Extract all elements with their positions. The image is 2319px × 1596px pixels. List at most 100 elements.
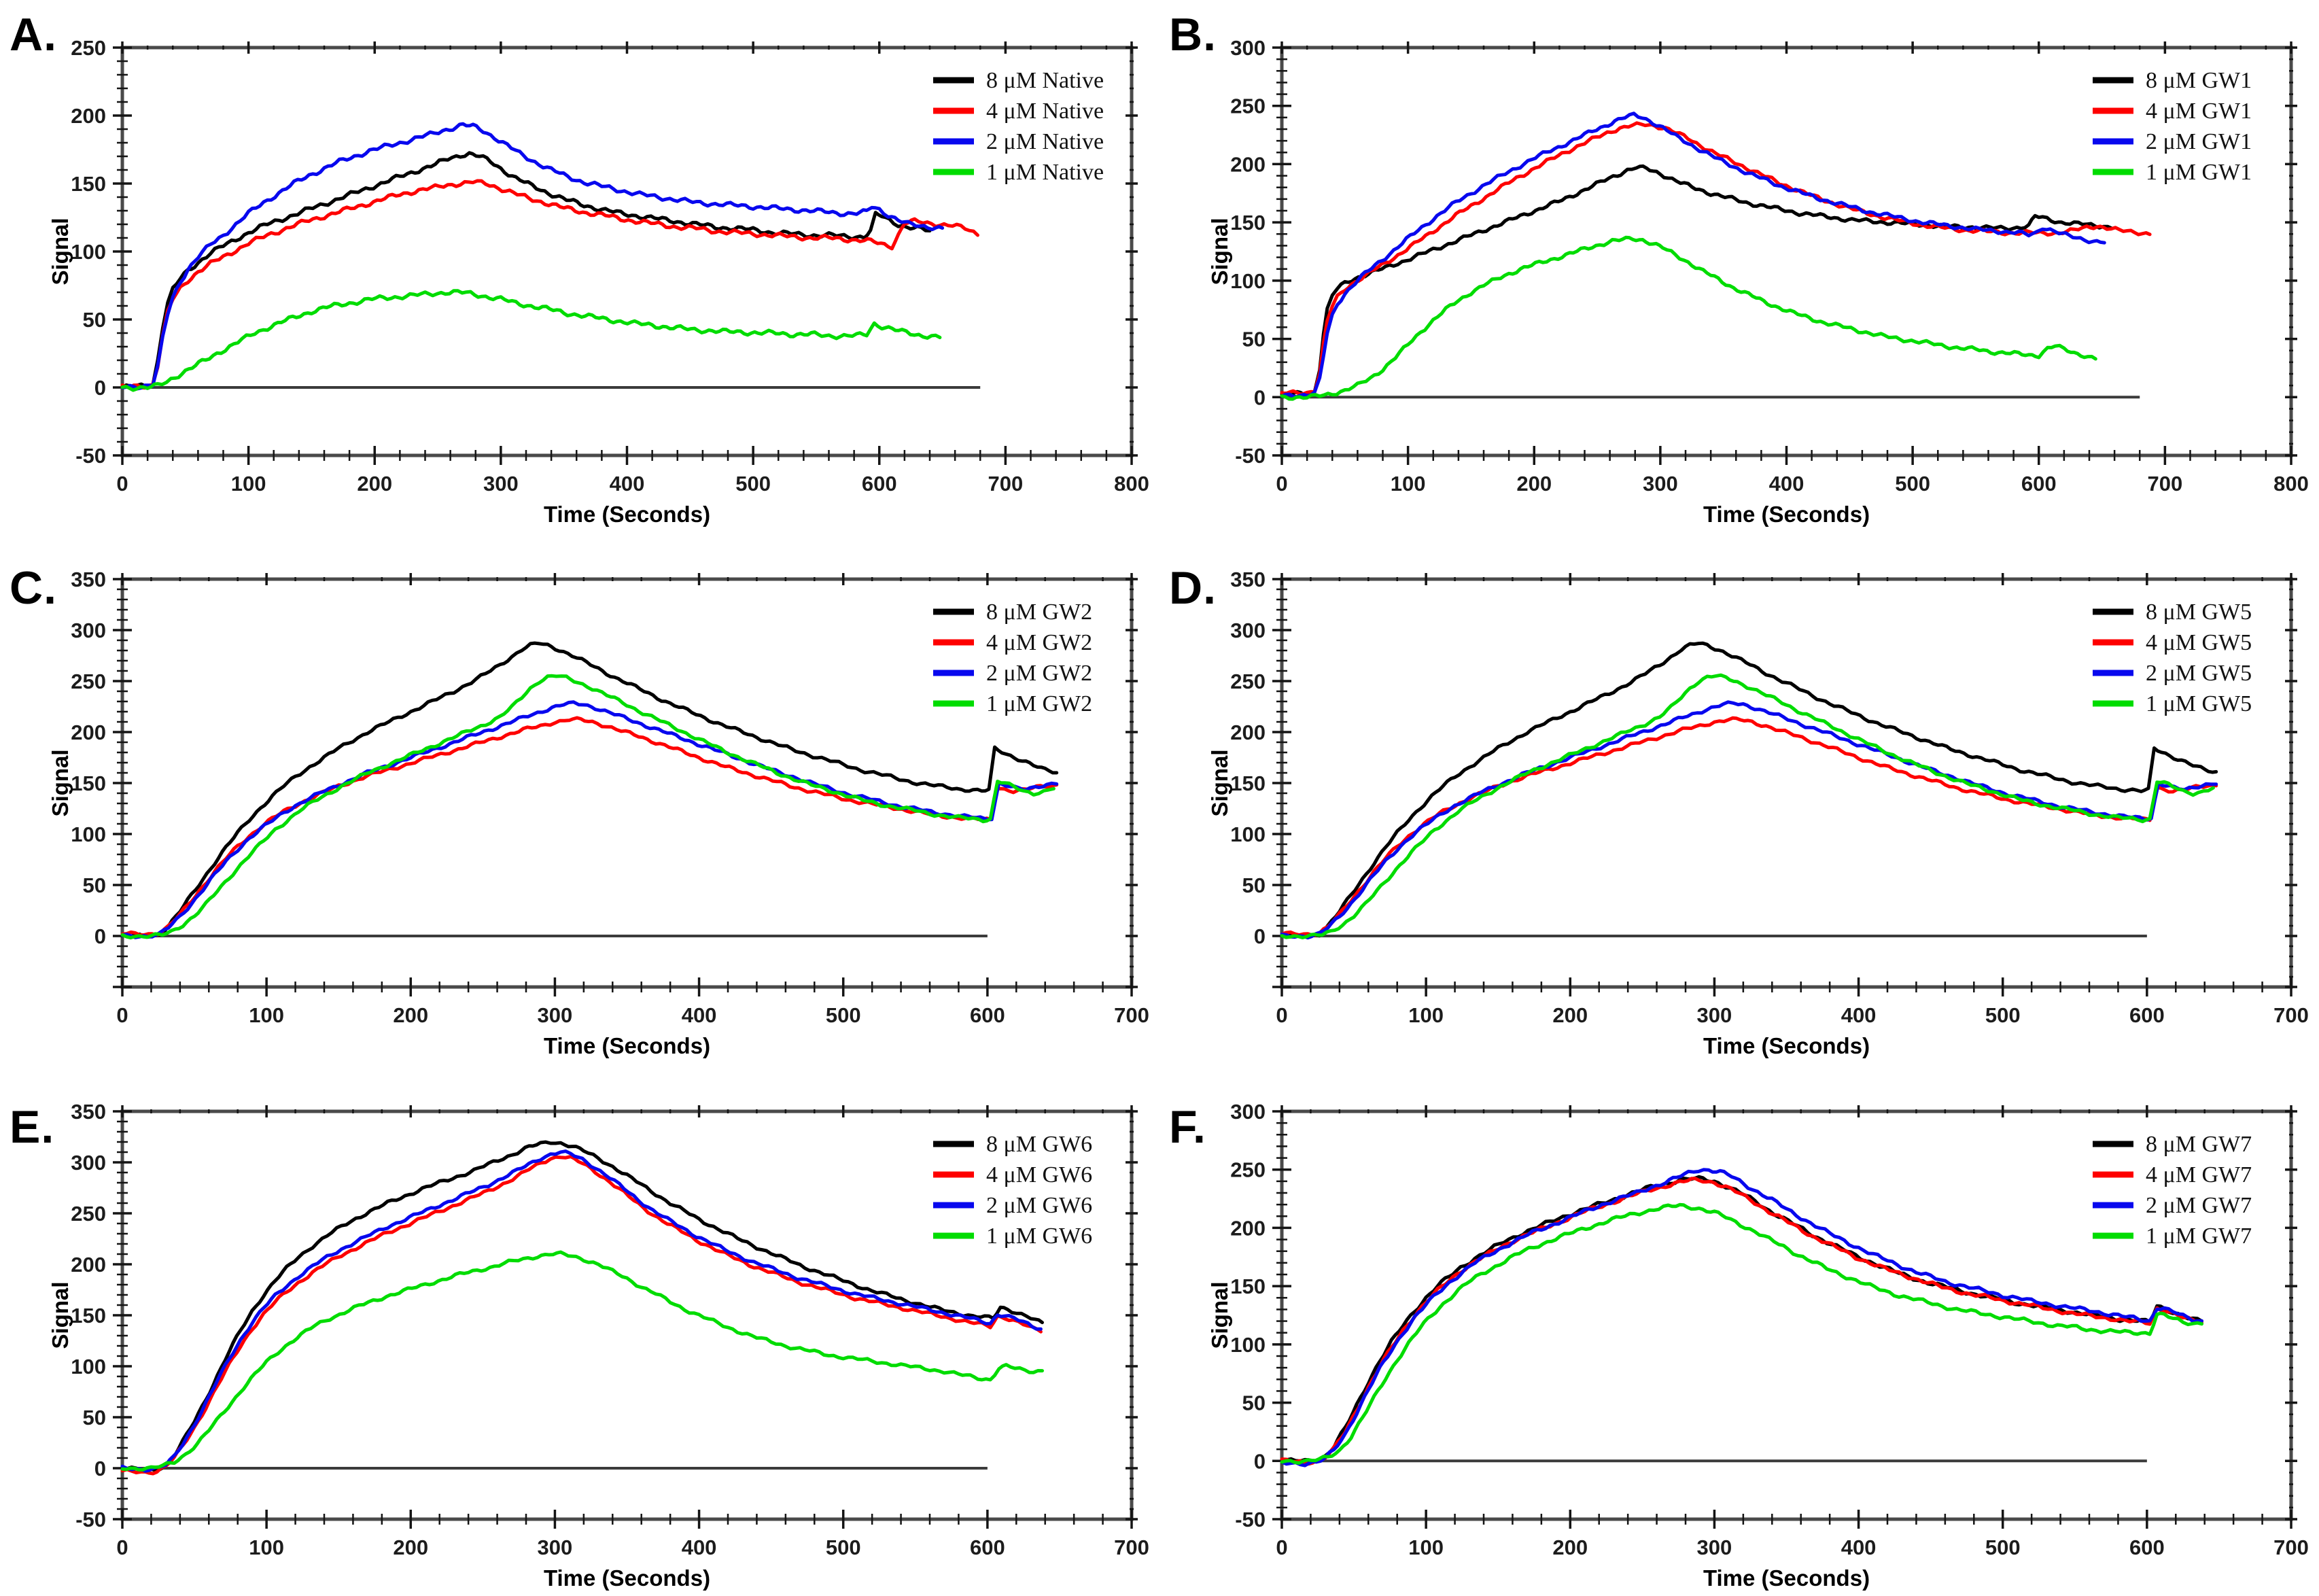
- x-tick-label: 100: [249, 1536, 284, 1559]
- legend-label-2: 4 μM Native: [986, 99, 1104, 124]
- y-tick-label: 150: [71, 172, 106, 196]
- x-tick-label: 100: [1391, 472, 1426, 496]
- x-axis-title: Time (Seconds): [544, 502, 710, 527]
- y-tick-label: 300: [1230, 619, 1266, 642]
- y-tick-label: 0: [94, 1457, 106, 1480]
- y-axis-title: Signal: [1207, 1281, 1232, 1349]
- x-tick-label: 500: [735, 472, 771, 496]
- x-tick-label: 100: [1408, 1003, 1444, 1027]
- plot-frame: [1280, 46, 2293, 457]
- panel-d-plot: 0 100 200 300 400 500 600 700 0 50 100 150 200 250 300…: [1207, 568, 2309, 1058]
- series-curve-8-μM-GW2: [120, 641, 1059, 939]
- series-curve-1-μM-GW6: [120, 1250, 1044, 1472]
- x-tick-label: 600: [862, 472, 897, 496]
- series-curve-1-μM-GW7: [1280, 1202, 2203, 1465]
- series-curve-2-μM-GW7: [1280, 1168, 2203, 1468]
- series-curve-8-μM-GW1: [1280, 164, 2114, 397]
- y-tick-label: 250: [71, 36, 106, 60]
- x-tick-label: 500: [1985, 1536, 2021, 1559]
- x-tick-label: 500: [1985, 1003, 2021, 1027]
- x-tick-label: 800: [2273, 472, 2309, 496]
- y-tick-label: 300: [1230, 36, 1266, 60]
- x-tick-label: 0: [116, 1536, 128, 1559]
- y-tick-label: 0: [1254, 1449, 1266, 1473]
- legend-label-4: 1 μM GW1: [2146, 160, 2252, 185]
- series-curve-4-μM-GW6: [120, 1155, 1043, 1476]
- y-tick-label: -50: [75, 1508, 106, 1531]
- x-tick-label: 100: [249, 1003, 284, 1027]
- x-tick-label: 300: [1697, 1536, 1732, 1559]
- panel-c-label: C.: [10, 562, 57, 614]
- y-tick-label: 350: [71, 568, 106, 591]
- x-tick-label: 300: [1697, 1003, 1732, 1027]
- y-tick-label: 200: [1230, 152, 1266, 176]
- x-tick-label: 700: [2273, 1003, 2309, 1027]
- panel-f: F. 0 100 200 300 400 500 600 700 -50 0 50 100 150 200…: [1160, 1064, 2319, 1596]
- x-tick-label: 400: [1841, 1536, 1877, 1559]
- y-tick-label: 50: [83, 1406, 106, 1429]
- legend-label-1: 8 μM Native: [986, 68, 1104, 93]
- panel-a-label: A.: [10, 9, 57, 60]
- x-tick-label: 700: [2273, 1536, 2309, 1559]
- y-tick-label: 50: [83, 308, 106, 332]
- panel-d: D. 0 100 200 300 400 500 600 700 0 50 100 150 200 250…: [1160, 532, 2319, 1064]
- series-curve-4-μM-GW1: [1280, 121, 2152, 396]
- y-tick-label: 250: [71, 1202, 106, 1226]
- x-tick-label: 200: [1516, 472, 1552, 496]
- series-curve-1-μM-GW1: [1280, 235, 2097, 401]
- x-tick-label: 700: [2148, 472, 2183, 496]
- y-tick-label: 0: [94, 924, 106, 948]
- x-tick-label: 200: [393, 1536, 428, 1559]
- x-tick-label: 0: [116, 472, 128, 496]
- x-tick-label: 600: [2129, 1003, 2165, 1027]
- legend-label-4: 1 μM Native: [986, 160, 1104, 185]
- x-tick-label: 300: [538, 1003, 573, 1027]
- x-tick-label: 700: [988, 472, 1024, 496]
- panel-f-plot: 0 100 200 300 400 500 600 700 -50 0 50 100 150 200 250…: [1207, 1100, 2309, 1591]
- legend-label-2: 4 μM GW6: [986, 1162, 1092, 1187]
- plot-frame: [1280, 1109, 2293, 1521]
- panel-a-plot: 0 100 200 300 400 500 600 700 800 -50 0 50 100 150 200…: [48, 36, 1149, 527]
- x-tick-label: 600: [2129, 1536, 2165, 1559]
- y-tick-label: 50: [1242, 1391, 1266, 1415]
- panel-b-label: B.: [1169, 9, 1217, 60]
- plot-frame: [120, 46, 1134, 457]
- y-tick-label: 250: [71, 670, 106, 693]
- y-tick-label: 350: [71, 1100, 106, 1124]
- y-tick-label: 50: [1242, 873, 1266, 897]
- x-tick-label: 0: [116, 1003, 128, 1027]
- panel-a: A. 0 100 200 300 400 500 600 700 800 -50 0 50 100 150…: [0, 0, 1160, 532]
- legend-label-1: 8 μM GW7: [2146, 1132, 2252, 1157]
- y-tick-label: 100: [1230, 822, 1266, 846]
- panel-c: C. 0 100 200 300 400 500 600 700 0 50 100 150 200 250…: [0, 532, 1160, 1064]
- legend-label-2: 4 μM GW7: [2146, 1162, 2252, 1187]
- panel-b: B. 0 100 200 300 400 500 600 700 800 -50 0 50 100 150…: [1160, 0, 2319, 532]
- y-tick-label: 50: [1242, 328, 1266, 351]
- legend-label-4: 1 μM GW7: [2146, 1224, 2252, 1249]
- x-tick-label: 100: [231, 472, 266, 496]
- y-tick-label: 150: [71, 771, 106, 795]
- plot-frame: [1280, 577, 2293, 989]
- y-tick-label: -50: [1235, 444, 1266, 468]
- x-tick-label: 0: [1276, 472, 1287, 496]
- series-curve-2-μM-Native: [120, 122, 945, 391]
- x-tick-label: 200: [1552, 1536, 1588, 1559]
- legend-label-3: 2 μM GW6: [986, 1193, 1092, 1218]
- panel-d-label: D.: [1169, 562, 1217, 614]
- x-tick-label: 600: [2021, 472, 2057, 496]
- legend-label-3: 2 μM GW1: [2146, 129, 2252, 154]
- panel-b-plot: 0 100 200 300 400 500 600 700 800 -50 0 50 100 150 200…: [1207, 36, 2309, 527]
- x-tick-label: 300: [538, 1536, 573, 1559]
- legend-label-1: 8 μM GW6: [986, 1132, 1092, 1157]
- y-tick-label: 100: [1230, 1333, 1266, 1357]
- x-tick-label: 500: [1895, 472, 1930, 496]
- x-tick-label: 600: [970, 1003, 1005, 1027]
- x-axis-title: Time (Seconds): [544, 1033, 710, 1058]
- legend-label-4: 1 μM GW5: [2146, 691, 2252, 716]
- panel-e-label: E.: [10, 1101, 55, 1153]
- series-curve-4-μM-GW7: [1280, 1177, 2203, 1466]
- y-tick-label: 350: [1230, 568, 1266, 591]
- panel-c-plot: 0 100 200 300 400 500 600 700 0 50 100 150 200 250 300…: [48, 568, 1149, 1058]
- series-curve-8-μM-GW5: [1280, 641, 2218, 939]
